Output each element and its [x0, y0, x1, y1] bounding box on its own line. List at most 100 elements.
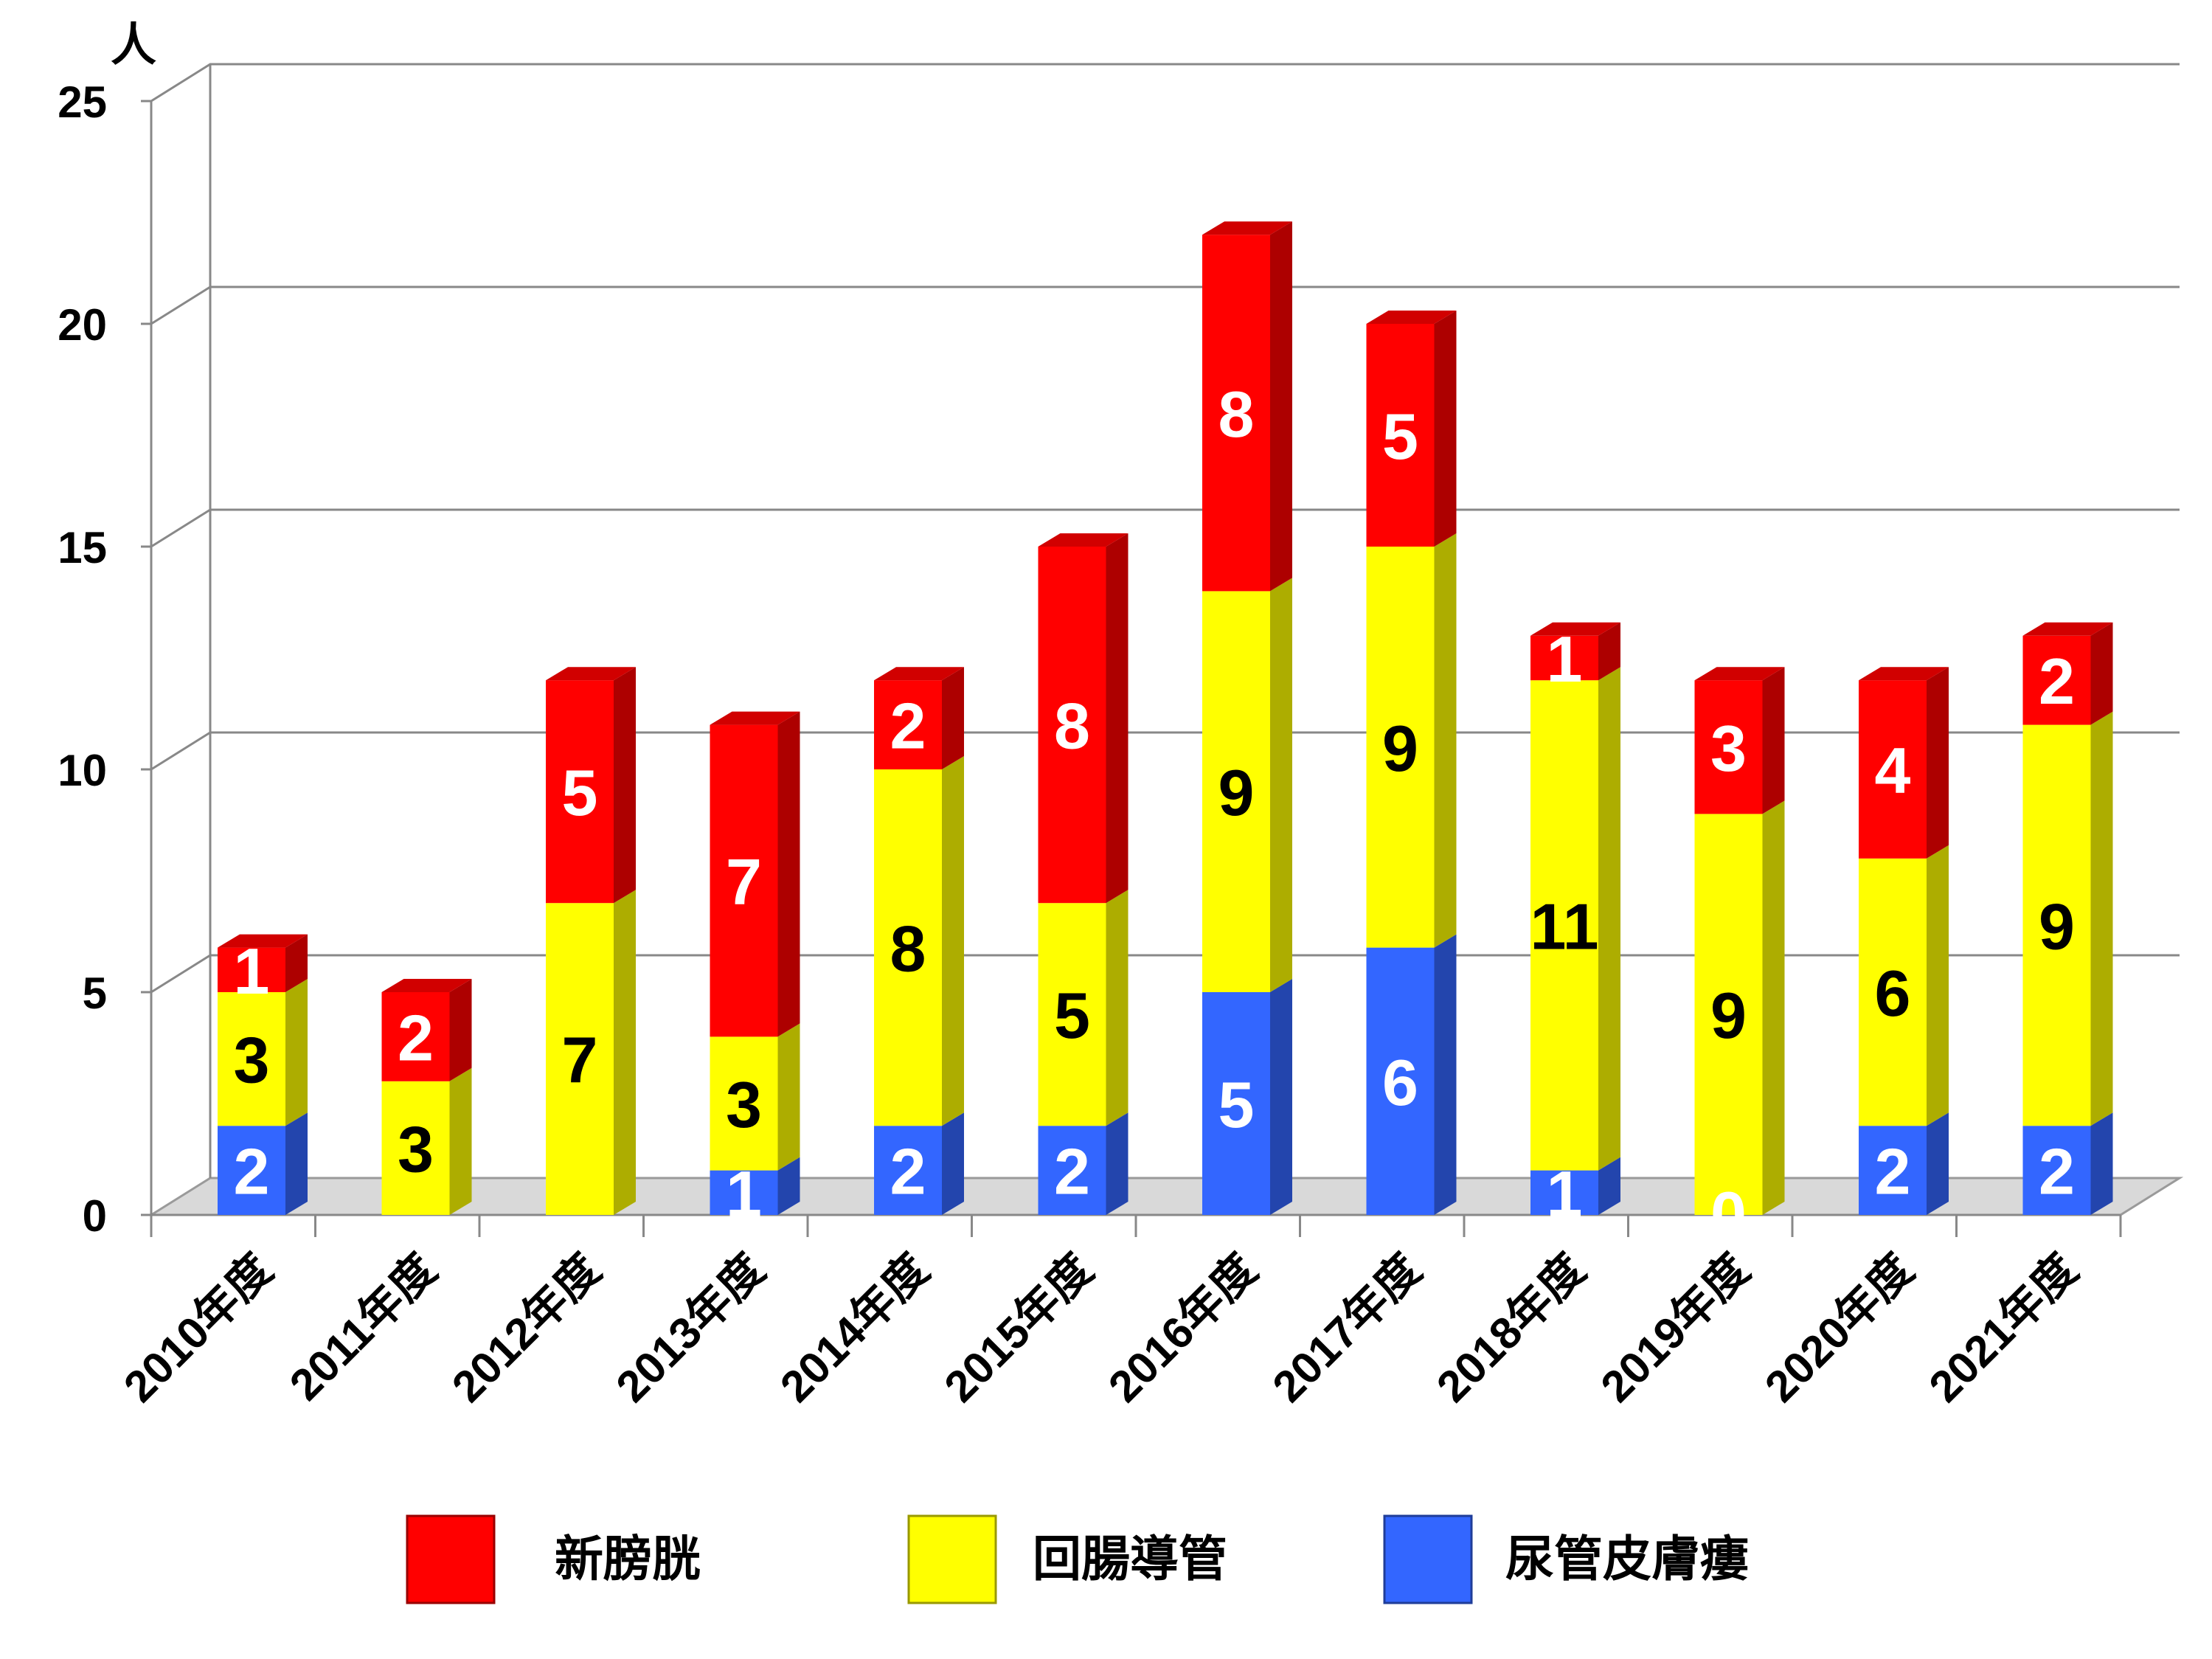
bar-side [1434, 934, 1457, 1215]
bar-side [449, 979, 472, 1081]
legend: 新膀胱 回腸導管 尿管皮膚瘻 [406, 1514, 1749, 1604]
bar-top [2022, 622, 2113, 636]
data-label: 2 [890, 690, 926, 763]
y-tick-label: 15 [58, 523, 107, 572]
data-label: 9 [1710, 979, 1747, 1052]
bar-top [874, 667, 964, 681]
bar-segment [1366, 533, 1457, 948]
bar-segment [1859, 845, 1949, 1126]
bar-front [1694, 680, 1763, 814]
data-label: 7 [562, 1024, 598, 1097]
bar-segment [1530, 1157, 1620, 1215]
data-label: 6 [1875, 957, 1911, 1030]
bar-segment [1366, 934, 1457, 1215]
data-label: 2 [2039, 1135, 2075, 1208]
bar-segment [1202, 221, 1292, 592]
data-label: 2 [234, 1135, 270, 1208]
y-tick-label: 5 [83, 969, 107, 1018]
bar-front [546, 903, 614, 1215]
bar-front [381, 1081, 450, 1215]
bar-segment [218, 1112, 308, 1215]
legend-item: 回腸導管 [907, 1514, 1227, 1604]
data-label: 5 [1054, 979, 1090, 1052]
data-label: 2 [1054, 1135, 1090, 1208]
bar-segment [874, 667, 964, 769]
gridline [150, 285, 2180, 325]
bar-side [285, 934, 308, 992]
bar-segment [218, 934, 308, 992]
bar-segment [874, 756, 964, 1126]
bar-side [1106, 533, 1128, 904]
x-tick-label: 2012年度 [443, 1244, 610, 1412]
bar-side [1598, 667, 1620, 1171]
bar-segment [546, 667, 636, 904]
bar-top [546, 667, 636, 681]
bar-segment [874, 1112, 964, 1215]
bar-side [1434, 533, 1457, 948]
data-label: 5 [562, 756, 598, 829]
bar-segment [1038, 533, 1128, 904]
bar-top [1202, 221, 1292, 235]
bar-side [1927, 1112, 1949, 1215]
y-axis-unit: 人 [111, 20, 156, 71]
gridline [150, 63, 2180, 103]
bar-front [710, 1036, 778, 1171]
bar-segment [1859, 667, 1949, 859]
bar-top [710, 711, 800, 725]
bar-top [381, 979, 472, 992]
bar-side [1270, 979, 1292, 1215]
bar-side [777, 711, 800, 1037]
bar-front [1859, 1126, 1927, 1215]
legend-label: 回腸導管 [1033, 1531, 1227, 1586]
bar-top [1530, 622, 1620, 636]
bar-segment [2022, 622, 2113, 725]
bar-front [2022, 635, 2091, 725]
bar-side [1598, 1157, 1620, 1215]
bar-segment [381, 979, 472, 1081]
bar-side [2090, 622, 2113, 725]
bar-segment [381, 1067, 472, 1215]
bar-side [285, 1112, 308, 1215]
bar-front [2022, 724, 2091, 1126]
data-label: 2 [2039, 645, 2075, 718]
bar-side [614, 890, 636, 1215]
bar-front [381, 992, 450, 1081]
bar-segment [1366, 311, 1457, 547]
bar-front [1366, 547, 1435, 948]
x-tick-label: 2020年度 [1755, 1244, 1923, 1412]
legend-item: 新膀胱 [406, 1514, 701, 1604]
bar-front [1038, 547, 1106, 904]
bar-segment [710, 711, 800, 1037]
bar-top [1038, 533, 1128, 547]
x-tick-label: 2014年度 [771, 1244, 938, 1412]
y-tick-label: 10 [58, 746, 107, 795]
bar-side [1106, 1112, 1128, 1215]
legend-item: 尿管皮膚瘻 [1383, 1514, 1749, 1604]
x-tick-label: 2021年度 [1920, 1244, 2087, 1412]
bar-front [1038, 903, 1106, 1126]
bar-front [1694, 814, 1763, 1215]
bar-segment [2022, 1112, 2113, 1215]
bar-side [1927, 845, 1949, 1126]
legend-label: 尿管皮膚瘻 [1505, 1531, 1749, 1586]
data-label: 9 [2039, 890, 2075, 963]
data-label: 7 [726, 845, 762, 918]
bar-front [1202, 235, 1270, 592]
data-label: 3 [234, 1024, 270, 1097]
bar-front [1202, 591, 1270, 992]
bar-front [1038, 1126, 1106, 1215]
bar-side [1270, 578, 1292, 992]
data-label: 8 [890, 912, 926, 986]
bar-side [942, 1112, 964, 1215]
data-label: 8 [1054, 690, 1090, 763]
legend-swatch [907, 1514, 997, 1604]
bar-front [2022, 1126, 2091, 1215]
data-label: 0 [1710, 1178, 1747, 1251]
bar-segment [218, 979, 308, 1126]
bar-segment [1859, 1112, 1949, 1215]
bar-side [942, 756, 964, 1126]
bar-front [710, 724, 778, 1037]
bar-side [1927, 667, 1949, 859]
bar-segment [2022, 711, 2113, 1126]
bar-segment [1038, 890, 1128, 1126]
